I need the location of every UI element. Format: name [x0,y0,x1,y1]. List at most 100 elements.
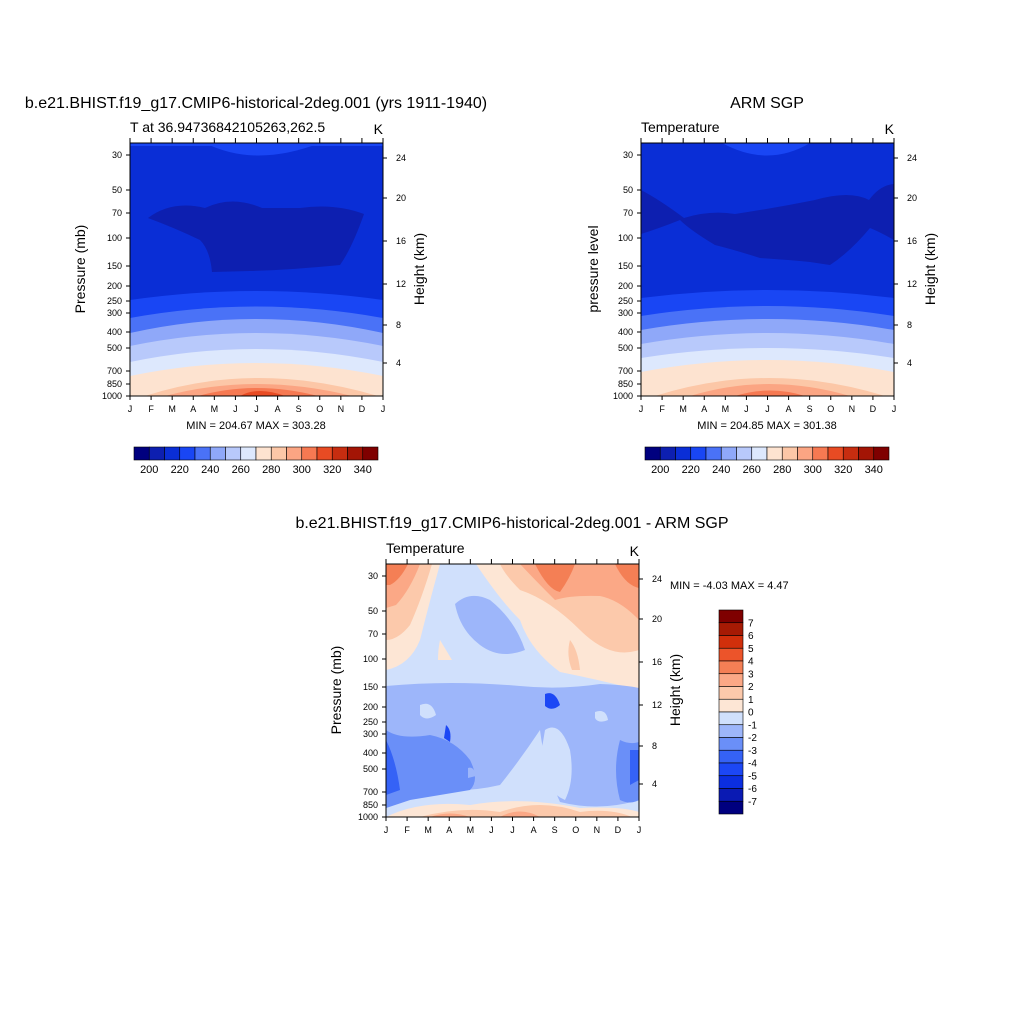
panel-model-units: K [374,121,384,137]
height-tick: 4 [396,358,401,368]
y-tick: 500 [618,343,633,353]
y-tick: 150 [363,682,378,692]
colorbar-swatch [133,446,150,461]
x-tick-label: M [679,404,687,414]
colorbar-swatch [718,647,744,662]
y-tick: 30 [112,150,122,160]
y-tick: 1000 [358,812,378,822]
colorbar-label: -7 [748,797,757,808]
colorbar-swatch [718,660,744,675]
x-tick-label: J [510,825,515,835]
y-tick: 100 [107,233,122,243]
panel-obs-units: K [885,121,895,137]
colorbar-swatch [718,686,744,700]
panel-model-left-axis: 30 50 70 100 150 200 250 300 400 500 700… [72,150,130,401]
x-tick-label: J [639,404,644,414]
colorbar-swatch [718,673,744,687]
colorbar-label: 300 [804,464,822,476]
panel-obs-field [641,143,894,396]
panel-model-right-axis: 24 20 16 12 8 4 Height (km) [383,153,427,368]
panel-diff-title: b.e21.BHIST.f19_g17.CMIP6-historical-2de… [295,515,728,532]
y-tick: 500 [107,343,122,353]
x-tick-label: D [870,404,877,414]
x-tick-label: A [786,404,792,414]
x-tick-label: J [381,404,386,414]
x-tick-label: J [128,404,133,414]
x-tick-label: M [424,825,432,835]
x-tick-label: O [572,825,579,835]
colorbar-swatch [873,446,890,461]
colorbar-swatch [331,446,348,461]
x-tick-label: J [765,404,770,414]
colorbar-label: 260 [743,464,761,476]
height-tick: 20 [652,614,662,624]
colorbar-swatch [751,446,768,461]
height-tick: 12 [396,279,406,289]
colorbar-swatch [179,446,196,461]
x-tick-label: N [594,825,601,835]
colorbar-label: 280 [262,464,280,476]
colorbar-swatch [194,446,211,461]
height-tick: 12 [652,700,662,710]
x-tick-label: J [254,404,259,414]
colorbar-swatch [781,446,798,461]
colorbar-swatch [255,446,272,461]
colorbar-label: -1 [748,720,757,731]
y-tick: 250 [618,296,633,306]
colorbar-swatch [766,446,783,461]
y-axis-label: Pressure (mb) [328,646,344,735]
colorbar-label: 240 [712,464,730,476]
y-tick: 70 [368,629,378,639]
x-tick-label: J [384,825,389,835]
colorbar-label: 320 [834,464,852,476]
colorbar-swatch [718,775,744,789]
x-tick-label: A [531,825,537,835]
colorbar-label: 200 [651,464,669,476]
colorbar-label: 200 [140,464,158,476]
height-tick: 4 [907,358,912,368]
panel-obs-right-axis: 24 20 16 12 8 4 Height (km) [894,153,938,368]
panel-model: b.e21.BHIST.f19_g17.CMIP6-historical-2de… [25,95,487,476]
y-tick: 200 [107,281,122,291]
y-tick: 700 [363,787,378,797]
y-tick: 200 [363,702,378,712]
colorbar-label: 260 [232,464,250,476]
y-tick: 250 [107,296,122,306]
x-tick-label: O [316,404,323,414]
x-tick-label: O [827,404,834,414]
height-tick: 20 [396,193,406,203]
colorbar-swatch [797,446,814,461]
x-tick-label: N [338,404,345,414]
x-tick-label: S [807,404,813,414]
colorbar-label: 280 [773,464,791,476]
colorbar-label: 240 [201,464,219,476]
height-tick: 24 [652,574,662,584]
colorbar-swatch [644,446,661,461]
y-tick: 70 [623,208,633,218]
y-tick: 500 [363,764,378,774]
colorbar-swatch [718,635,744,649]
y-tick: 1000 [613,391,633,401]
panel-diff-minmax: MIN = -4.03 MAX = 4.47 [670,580,789,592]
panel-model-minmax: MIN = 204.67 MAX = 303.28 [186,420,325,432]
x-tick-label: F [148,404,154,414]
y-tick: 1000 [102,391,122,401]
x-tick-label: M [722,404,730,414]
colorbar-label: 300 [293,464,311,476]
colorbar-label: 7 [748,618,754,629]
colorbar-swatch [718,788,744,802]
x-tick-label: J [489,825,494,835]
y-tick: 150 [107,261,122,271]
colorbar-swatch [720,446,737,461]
panel-diff-units: K [630,543,640,559]
panel-obs-title: ARM SGP [730,95,804,112]
panel-obs: ARM SGP Temperature K 30 50 70 100 150 2… [585,95,938,476]
colorbar-swatch [164,446,181,461]
colorbar-swatch [718,622,744,636]
colorbar-swatch [316,446,333,461]
panel-model-field [130,143,383,396]
colorbar-swatch [718,749,744,764]
